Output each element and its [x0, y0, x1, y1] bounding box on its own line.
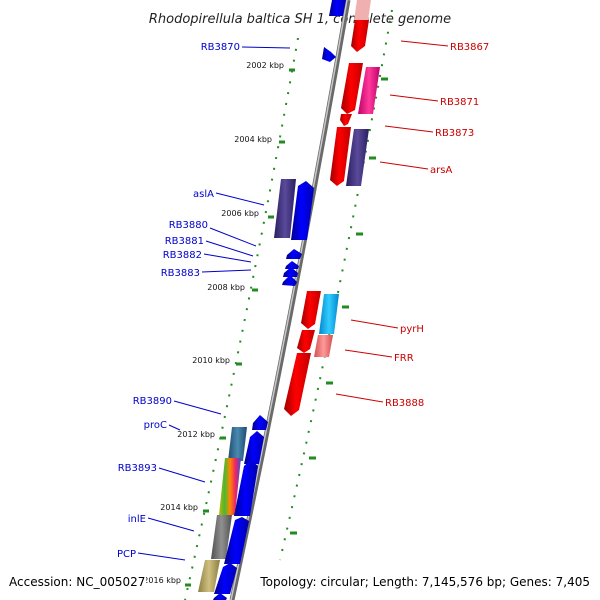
gene-rb3893-blue	[234, 460, 258, 516]
gene-rb3871-red	[341, 63, 363, 114]
label-rb3880: RB3880	[169, 220, 208, 231]
tick-label-2008: 2008 kbp	[207, 283, 245, 292]
tick-label-2010: 2010 kbp	[192, 356, 230, 365]
gene-proc-steel	[228, 427, 247, 461]
gene-rb3867-salmon	[354, 0, 371, 20]
label-arsa: arsA	[430, 165, 452, 176]
gene-arsa-purple	[346, 129, 369, 186]
tick-label-2006: 2006 kbp	[221, 209, 259, 218]
right-gene-labels: RB3867 RB3871 RB3873 arsA pyrH FRR RB388…	[385, 42, 489, 409]
tick-ring-outer	[184, 37, 299, 600]
footer-accession-bg	[6, 573, 146, 591]
gene-inle-gray	[211, 515, 232, 559]
label-rb3888: RB3888	[385, 398, 424, 409]
gene-arsa-red	[330, 127, 351, 186]
tick-label-2002: 2002 kbp	[246, 61, 284, 70]
accession-text: Accession: NC_005027	[9, 575, 145, 589]
gene-asla-blue	[291, 181, 314, 240]
tick-label-2014: 2014 kbp	[160, 503, 198, 512]
label-rb3881: RB3881	[165, 236, 204, 247]
gene-proc-blue	[244, 431, 264, 464]
label-asla: aslA	[193, 189, 214, 200]
gene-rb3871-pink	[358, 67, 380, 114]
label-inle: inlE	[128, 514, 146, 525]
gene-top-forward	[329, 0, 346, 16]
left-gene-labels: RB3870 aslA RB3880 RB3881 RB3882 RB3883 …	[117, 42, 240, 560]
label-rb3871: RB3871	[440, 97, 479, 108]
gene-frr-red	[297, 330, 315, 353]
gene-pcp-blue	[214, 563, 237, 594]
footer-topology-bg	[258, 573, 596, 591]
topology-text: Topology: circular; Length: 7,145,576 bp…	[259, 575, 590, 589]
label-rb3893: RB3893	[118, 463, 157, 474]
left-leader-lines	[137, 46, 291, 561]
gene-frr-salmon	[314, 335, 333, 357]
right-leader-lines	[335, 40, 449, 403]
label-rb3867: RB3867	[450, 42, 489, 53]
gene-rb3888	[284, 353, 311, 416]
kbp-tick-labels: 2002 kbp 2004 kbp 2006 kbp 2008 kbp 2010…	[143, 61, 284, 585]
gene-bottom-forward	[213, 593, 227, 600]
label-rb3873: RB3873	[435, 128, 474, 139]
label-rb3890: RB3890	[133, 396, 172, 407]
gene-rb3890	[252, 415, 268, 430]
gene-rb3880	[286, 249, 302, 259]
map-title: Rhodopirellula baltica SH 1, complete ge…	[149, 12, 451, 27]
gene-rb3881	[285, 261, 299, 269]
gene-pyrh-cyan	[319, 294, 339, 334]
label-frr: FRR	[394, 353, 414, 364]
gene-rb3867-red	[351, 20, 369, 52]
gene-rb3882	[283, 267, 298, 277]
label-proc: proC	[144, 420, 167, 431]
tick-label-2012: 2012 kbp	[177, 430, 215, 439]
label-rb3870: RB3870	[201, 42, 240, 53]
gene-inle-blue	[224, 517, 249, 564]
gene-rb3870	[322, 47, 336, 62]
gene-rb3893-multi	[219, 458, 241, 515]
gene-asla-purple	[274, 179, 296, 238]
label-rb3883: RB3883	[161, 268, 200, 279]
gene-rb3873	[340, 114, 352, 126]
gene-pyrh-red	[301, 291, 321, 329]
label-pcp: PCP	[117, 549, 136, 560]
gene-rb3883	[282, 275, 297, 286]
kbp-tick-marks	[185, 68, 295, 587]
gene-pcp-olive	[198, 560, 220, 592]
label-rb3882: RB3882	[163, 250, 202, 261]
label-pyrh: pyrH	[400, 324, 424, 335]
tick-label-2016: 2016 kbp	[143, 576, 181, 585]
tick-label-2004: 2004 kbp	[234, 135, 272, 144]
inner-tick-marks	[290, 77, 388, 535]
tick-ring-inner	[279, 9, 393, 561]
